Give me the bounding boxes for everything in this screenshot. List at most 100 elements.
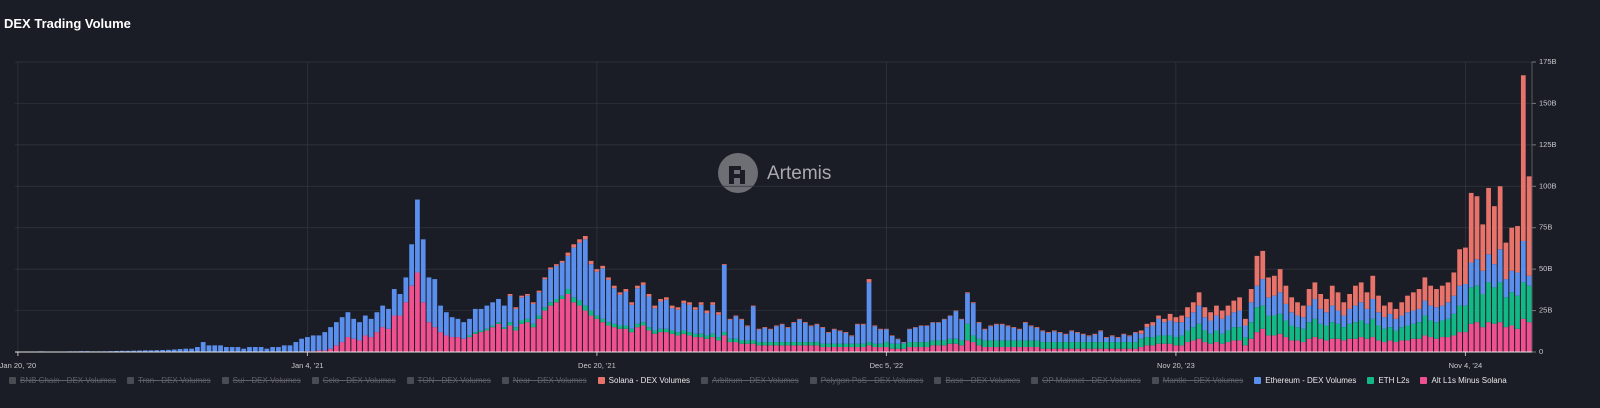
bar-segment xyxy=(623,328,629,352)
bar-segment xyxy=(1011,327,1017,341)
bar-segment xyxy=(1208,333,1214,344)
legend-item[interactable]: Ethereum - DEX Volumes xyxy=(1254,376,1356,385)
bar-segment xyxy=(1364,323,1370,339)
bar-segment xyxy=(472,308,478,333)
legend-swatch xyxy=(406,377,414,384)
bar-segment xyxy=(247,347,252,352)
bar-segment xyxy=(513,327,519,331)
bar-segment xyxy=(293,342,299,352)
legend-item[interactable]: Polygon PoS - DEX Volumes xyxy=(809,376,923,385)
bar-segment xyxy=(1300,342,1306,352)
bar-segment xyxy=(1069,348,1075,352)
bar-segment xyxy=(640,325,646,352)
bar-segment xyxy=(426,277,432,323)
bar-segment xyxy=(1399,302,1405,316)
bar-segment xyxy=(617,292,623,295)
bar-segment xyxy=(1185,307,1190,318)
bar-segment xyxy=(1300,317,1306,329)
bar-segment xyxy=(305,337,310,352)
bar-segment xyxy=(530,323,536,328)
bar-segment xyxy=(1457,305,1462,333)
bar-segment xyxy=(1133,332,1138,333)
legend-item[interactable]: Alt L1s Minus Solana xyxy=(1420,376,1507,385)
bar-segment xyxy=(808,326,814,343)
bar-segment xyxy=(1480,294,1486,328)
bar-segment xyxy=(669,333,675,352)
legend-item[interactable]: OP Mainnet - DEX Volumes xyxy=(1031,376,1141,385)
bar-segment xyxy=(611,288,617,324)
legend-item[interactable]: Arbitrum - DEX Volumes xyxy=(701,376,799,385)
bar-segment xyxy=(640,284,646,323)
bar-segment xyxy=(426,322,432,352)
bar-segment xyxy=(1243,325,1248,338)
bar-segment xyxy=(658,301,663,329)
bar-segment xyxy=(553,265,559,299)
bar-segment xyxy=(235,347,241,352)
bar-segment xyxy=(1271,295,1277,316)
bar-segment xyxy=(953,311,959,339)
bar-segment xyxy=(449,337,455,352)
legend-item[interactable]: Celo - DEX Volumes xyxy=(311,376,396,385)
watermark: Artemis xyxy=(767,163,831,184)
legend-item[interactable]: Tron - DEX Volumes xyxy=(127,376,211,385)
bar-segment xyxy=(982,347,988,352)
bar-segment xyxy=(750,340,756,344)
bar-segment xyxy=(646,296,652,328)
legend-item[interactable]: Sui - DEX Volumes xyxy=(221,376,301,385)
bar-segment xyxy=(299,338,304,352)
bar-segment xyxy=(455,337,461,352)
bar-segment xyxy=(1271,315,1277,336)
bar-segment xyxy=(542,310,548,352)
bar-segment xyxy=(745,325,750,327)
bar-segment xyxy=(200,342,206,352)
bar-segment xyxy=(774,342,779,346)
bar-segment xyxy=(1086,342,1092,349)
bar-segment xyxy=(1503,242,1509,280)
bar-segment xyxy=(930,322,936,341)
bar-segment xyxy=(1393,342,1399,352)
bar-segment xyxy=(1040,342,1046,349)
legend-item[interactable]: ETH L2s xyxy=(1367,376,1409,385)
bar-segment xyxy=(1283,320,1289,338)
bar-segment xyxy=(901,343,907,349)
bar-segment xyxy=(884,347,889,352)
bar-segment xyxy=(1150,325,1156,338)
bar-segment xyxy=(582,239,588,306)
legend-item[interactable]: BNB Chain - DEX Volumes xyxy=(9,376,116,385)
bar-segment xyxy=(918,347,924,352)
bar-segment xyxy=(1225,330,1231,343)
legend-item[interactable]: Solana - DEX Volumes xyxy=(597,376,690,385)
bar-segment xyxy=(855,343,860,348)
bar-segment xyxy=(351,338,357,352)
legend-item[interactable]: TON - DEX Volumes xyxy=(406,376,491,385)
bar-segment xyxy=(1445,302,1451,319)
legend-label: OP Mainnet - DEX Volumes xyxy=(1042,376,1141,385)
bar-segment xyxy=(1040,330,1046,332)
bar-segment xyxy=(1231,340,1237,352)
bar-segment xyxy=(548,269,553,303)
legend-item[interactable]: Mantle - DEX Volumes xyxy=(1151,376,1243,385)
bar-segment xyxy=(501,327,507,329)
bar-segment xyxy=(1243,318,1248,326)
bar-segment xyxy=(1526,176,1532,276)
bar-segment xyxy=(635,288,640,324)
bar-segment xyxy=(1034,327,1040,328)
bar-segment xyxy=(878,347,883,352)
bar-segment xyxy=(768,342,773,346)
bar-segment xyxy=(1271,335,1277,352)
bar-segment xyxy=(1428,285,1434,306)
bar-segment xyxy=(1520,75,1526,241)
bar-segment xyxy=(994,324,999,341)
legend-item[interactable]: Near - DEX Volumes xyxy=(501,376,587,385)
bar-segment xyxy=(513,330,519,352)
legend-item[interactable]: Base - DEX Volumes xyxy=(934,376,1020,385)
bar-segment xyxy=(878,329,883,344)
bar-segment xyxy=(843,343,849,348)
bar-segment xyxy=(941,319,947,341)
bar-segment xyxy=(206,345,212,352)
bar-segment xyxy=(212,345,218,352)
bar-segment xyxy=(623,289,629,292)
bar-segment xyxy=(542,277,548,280)
bar-segment xyxy=(1509,270,1515,293)
bar-segment xyxy=(403,277,409,303)
